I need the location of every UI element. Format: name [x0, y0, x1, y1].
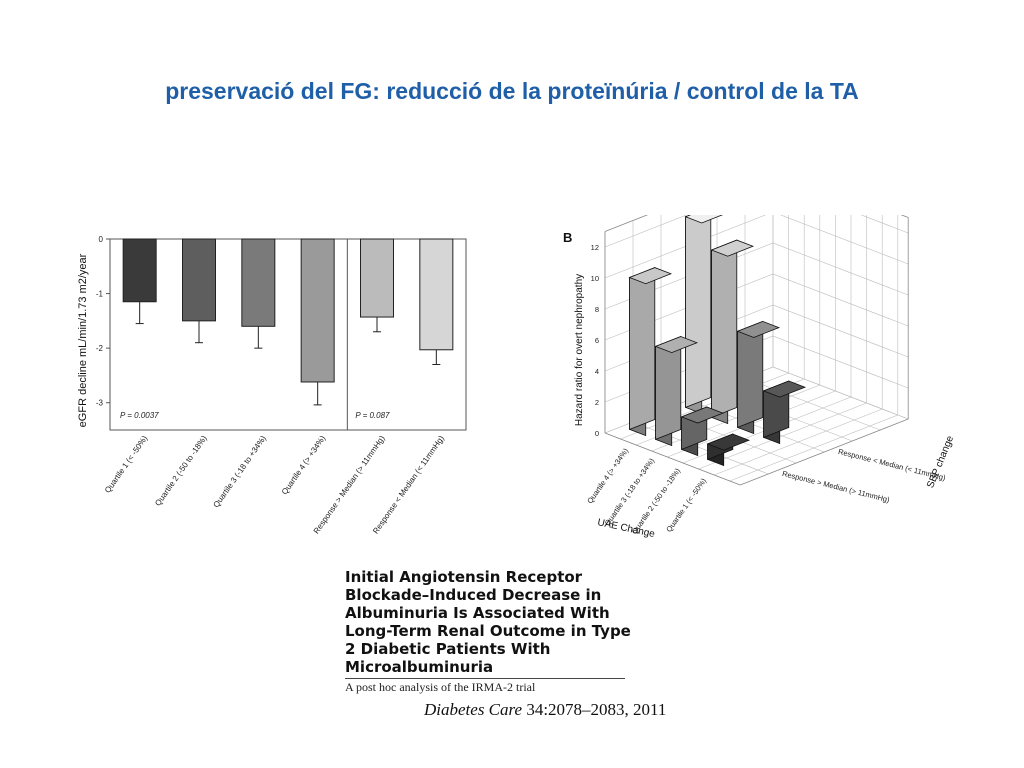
y-tick-label: -3 — [96, 399, 104, 408]
bar-3d — [710, 239, 755, 425]
z-tick-label: 0 — [595, 429, 599, 438]
y-tick-label: -2 — [96, 344, 104, 353]
z-tick-label: 2 — [595, 398, 599, 407]
category-label: Response > Median (> 11mmHg) — [312, 434, 387, 536]
bar-3d — [762, 380, 807, 445]
paper-subtitle: A post hoc analysis of the IRMA-2 trial — [345, 680, 536, 694]
axis-box-edge — [604, 432, 741, 486]
journal-name: Diabetes Care — [424, 700, 523, 719]
chart-a-egfr-decline: 0 -1 -2 -3 eGFR decline mL/min/1.73 m2/year Q… — [77, 235, 467, 536]
bar-3d — [684, 215, 724, 415]
bar — [241, 238, 276, 327]
grid-line — [744, 377, 881, 431]
y-tick-label: -1 — [96, 290, 104, 299]
bar — [300, 238, 335, 383]
bar-face — [706, 433, 751, 451]
bar-face — [711, 239, 738, 418]
bar-3d — [736, 320, 781, 435]
category-label: Quartile 2 (-50 to -18%) — [153, 434, 209, 508]
z-tick-label: 10 — [591, 274, 599, 283]
chart-b-hazard-ratio-3d: 0 2 4 6 8 10 12 B Hazard ratio for overt nephrop… — [563, 215, 956, 540]
category-label: Response < Median (< 11mmHg) — [371, 434, 446, 536]
bar-3d — [680, 406, 725, 457]
z-tick-label: 12 — [591, 243, 599, 252]
bar-3d — [654, 335, 699, 447]
y-category-label: Response > Median (> 11mmHg) — [781, 469, 891, 505]
bar — [419, 238, 454, 351]
z-tick-label: 6 — [595, 336, 599, 345]
axis-box-edge — [604, 215, 649, 232]
bar-face — [684, 215, 724, 224]
y-tick-label: 0 — [99, 235, 104, 244]
bar — [182, 238, 216, 322]
category-label: Quartile 4 (> +34%) — [280, 434, 328, 497]
bar — [360, 238, 394, 318]
bar-face — [655, 335, 682, 440]
p-value-annotation: P = 0.0037 — [120, 411, 159, 420]
journal-reference: 34:2078–2083, 2011 — [522, 700, 667, 719]
axis-box-edge — [740, 418, 909, 486]
bar-face — [654, 336, 699, 354]
axis-box-edge — [900, 215, 909, 218]
bar-face — [737, 320, 764, 428]
bar — [122, 238, 157, 303]
grid-line — [604, 215, 909, 248]
paper-title: Initial Angiotensin Receptor Blockade–In… — [345, 568, 631, 676]
panel-label: B — [563, 230, 572, 245]
grid-line — [604, 215, 909, 279]
bar-face — [710, 239, 755, 257]
bar-face — [762, 380, 807, 398]
y-axis-label: eGFR decline mL/min/1.73 m2/year — [77, 253, 89, 427]
bar-face — [685, 215, 712, 408]
z-axis-label: Hazard ratio for overt nephropathy — [574, 274, 585, 426]
plot-frame — [109, 238, 467, 431]
citation: Diabetes Care 34:2078–2083, 2011 — [424, 700, 666, 720]
z-tick-label: 8 — [595, 305, 599, 314]
bar-face — [736, 320, 781, 338]
bar-3d — [628, 267, 673, 437]
p-value-annotation: P = 0.087 — [355, 411, 390, 420]
paper-divider — [345, 678, 625, 679]
bar-3d — [706, 433, 751, 467]
z-tick-label: 4 — [595, 367, 599, 376]
slide-title: preservació del FG: reducció de la prote… — [165, 78, 859, 104]
category-label: Quartile 3 (-18 to +34%) — [211, 434, 268, 510]
grid-line — [772, 366, 909, 420]
bar-face — [680, 406, 725, 424]
bar-face — [628, 267, 673, 285]
category-label: Quartile 1 (< -50%) — [103, 434, 149, 495]
bar-face — [629, 267, 656, 430]
